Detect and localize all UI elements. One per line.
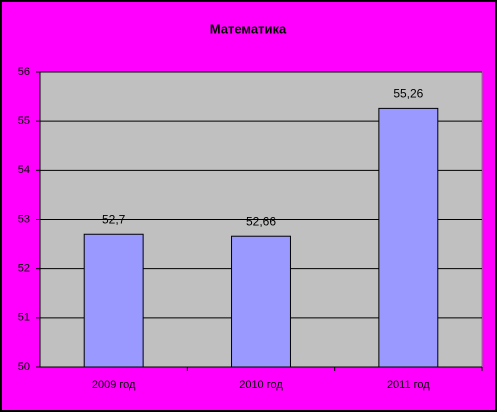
y-tick-label: 53: [18, 213, 30, 225]
y-tick-label: 51: [18, 312, 30, 324]
y-tick-label: 54: [18, 164, 30, 176]
data-label: 52,66: [246, 214, 276, 228]
chart-title: Математика: [210, 21, 287, 36]
data-label: 52,7: [102, 212, 126, 226]
x-tick-label: 2009 год: [92, 379, 136, 391]
bar: [231, 235, 291, 368]
y-tick-label: 55: [18, 115, 30, 127]
y-tick-label: 52: [18, 263, 30, 275]
bar: [83, 233, 144, 368]
x-tick-label: 2011 год: [387, 379, 430, 391]
data-label: 55,26: [393, 87, 423, 101]
y-tick-label: 56: [18, 66, 30, 78]
bar: [378, 107, 439, 368]
x-tick-label: 2010 год: [239, 379, 283, 391]
y-tick-label: 50: [18, 361, 30, 373]
